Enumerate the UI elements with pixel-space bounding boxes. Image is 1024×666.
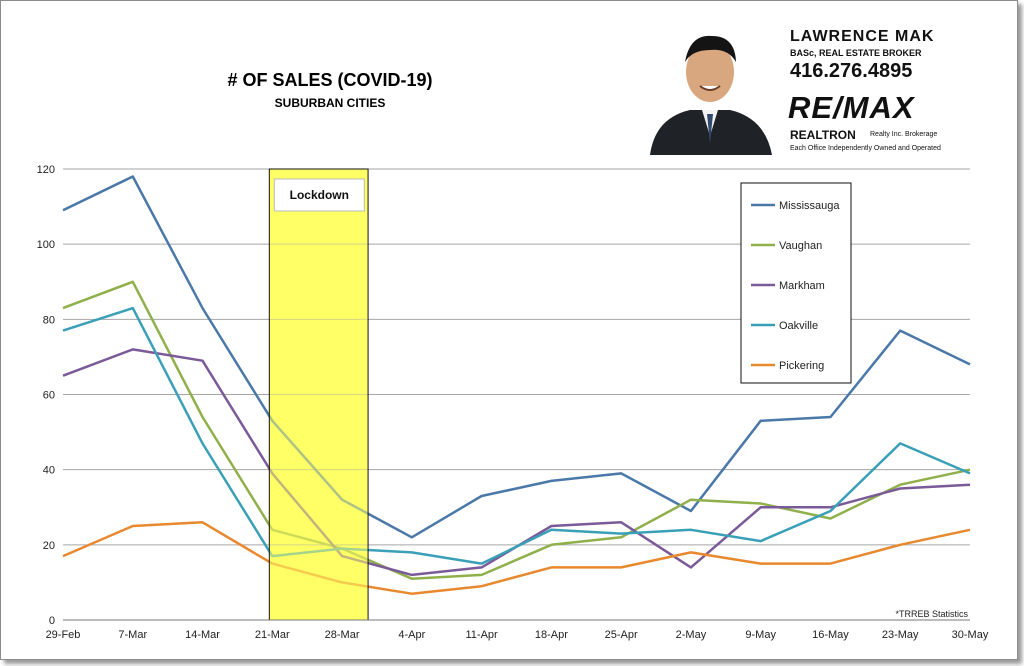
agent-phone: 416.276.4895 xyxy=(790,60,913,82)
x-tick-label: 11-Apr xyxy=(466,629,499,641)
lockdown-band-overlay xyxy=(268,168,369,621)
y-tick-label: 80 xyxy=(43,314,55,326)
y-tick-label: 20 xyxy=(43,540,55,552)
x-tick-label: 23-May xyxy=(882,629,919,641)
y-tick-label: 0 xyxy=(49,615,55,627)
legend: Mississauga Vaughan Markham Oakville Pickeri… xyxy=(740,182,852,384)
x-tick-label: 25-Apr xyxy=(605,629,638,641)
brokerage-subtitle: Realty Inc. Brokerage xyxy=(870,131,938,138)
lockdown-label: Lockdown xyxy=(290,188,349,202)
brokerage-name: REALTRON xyxy=(790,128,856,142)
gridlines xyxy=(63,168,970,546)
x-tick-label: 30-May xyxy=(952,629,989,641)
legend-label: Mississauga xyxy=(779,200,840,212)
lockdown-overlay-layer: Lockdown xyxy=(268,168,369,621)
x-tick-label: 4-Apr xyxy=(398,629,425,641)
series-lines xyxy=(62,175,971,595)
agent-name: LAWRENCE MAK xyxy=(790,28,935,45)
series-line-oakville xyxy=(62,306,971,565)
chart-subtitle: SUBURBAN CITIES xyxy=(275,96,386,110)
x-tick-label: 9-May xyxy=(745,629,776,641)
agent-promo: LAWRENCE MAK BASc, REAL ESTATE BROKER 41… xyxy=(640,20,941,160)
x-tick-label: 7-Mar xyxy=(118,629,147,641)
series-line-mississauga xyxy=(62,175,971,539)
x-tick-label: 2-May xyxy=(676,629,707,641)
y-tick-label: 100 xyxy=(37,239,55,251)
source-note: *TRREB Statistics xyxy=(895,609,968,619)
lockdown-label-box xyxy=(273,178,365,212)
agent-photo xyxy=(640,20,780,155)
x-tick-label: 28-Mar xyxy=(325,629,360,641)
x-tick-label: 16-May xyxy=(812,629,849,641)
x-tick-label: 14-Mar xyxy=(185,629,220,641)
y-tick-label: 120 xyxy=(37,164,55,176)
legend-label: Markham xyxy=(779,280,825,292)
x-tick-label: 29-Feb xyxy=(46,629,81,641)
chart-title: # OF SALES (COVID-19) xyxy=(227,70,432,90)
legend-label: Oakville xyxy=(779,320,818,332)
legend-label: Pickering xyxy=(779,360,824,372)
office-disclaimer: Each Office Independently Owned and Oper… xyxy=(790,145,941,152)
y-tick-label: 60 xyxy=(43,390,55,402)
legend-label: Vaughan xyxy=(779,240,822,252)
x-tick-label: 18-Apr xyxy=(535,629,568,641)
axes: 0 20 40 60 80 100 120 29-Feb 7-Mar 14-Mar 21-Mar 28… xyxy=(37,164,989,641)
y-tick-label: 40 xyxy=(43,465,55,477)
agent-credentials: BASc, REAL ESTATE BROKER xyxy=(790,48,922,58)
series-line-pickering xyxy=(62,521,971,595)
remax-logo: RE/MAX xyxy=(788,90,915,125)
x-tick-label: 21-Mar xyxy=(255,629,290,641)
legend-box xyxy=(740,182,852,384)
